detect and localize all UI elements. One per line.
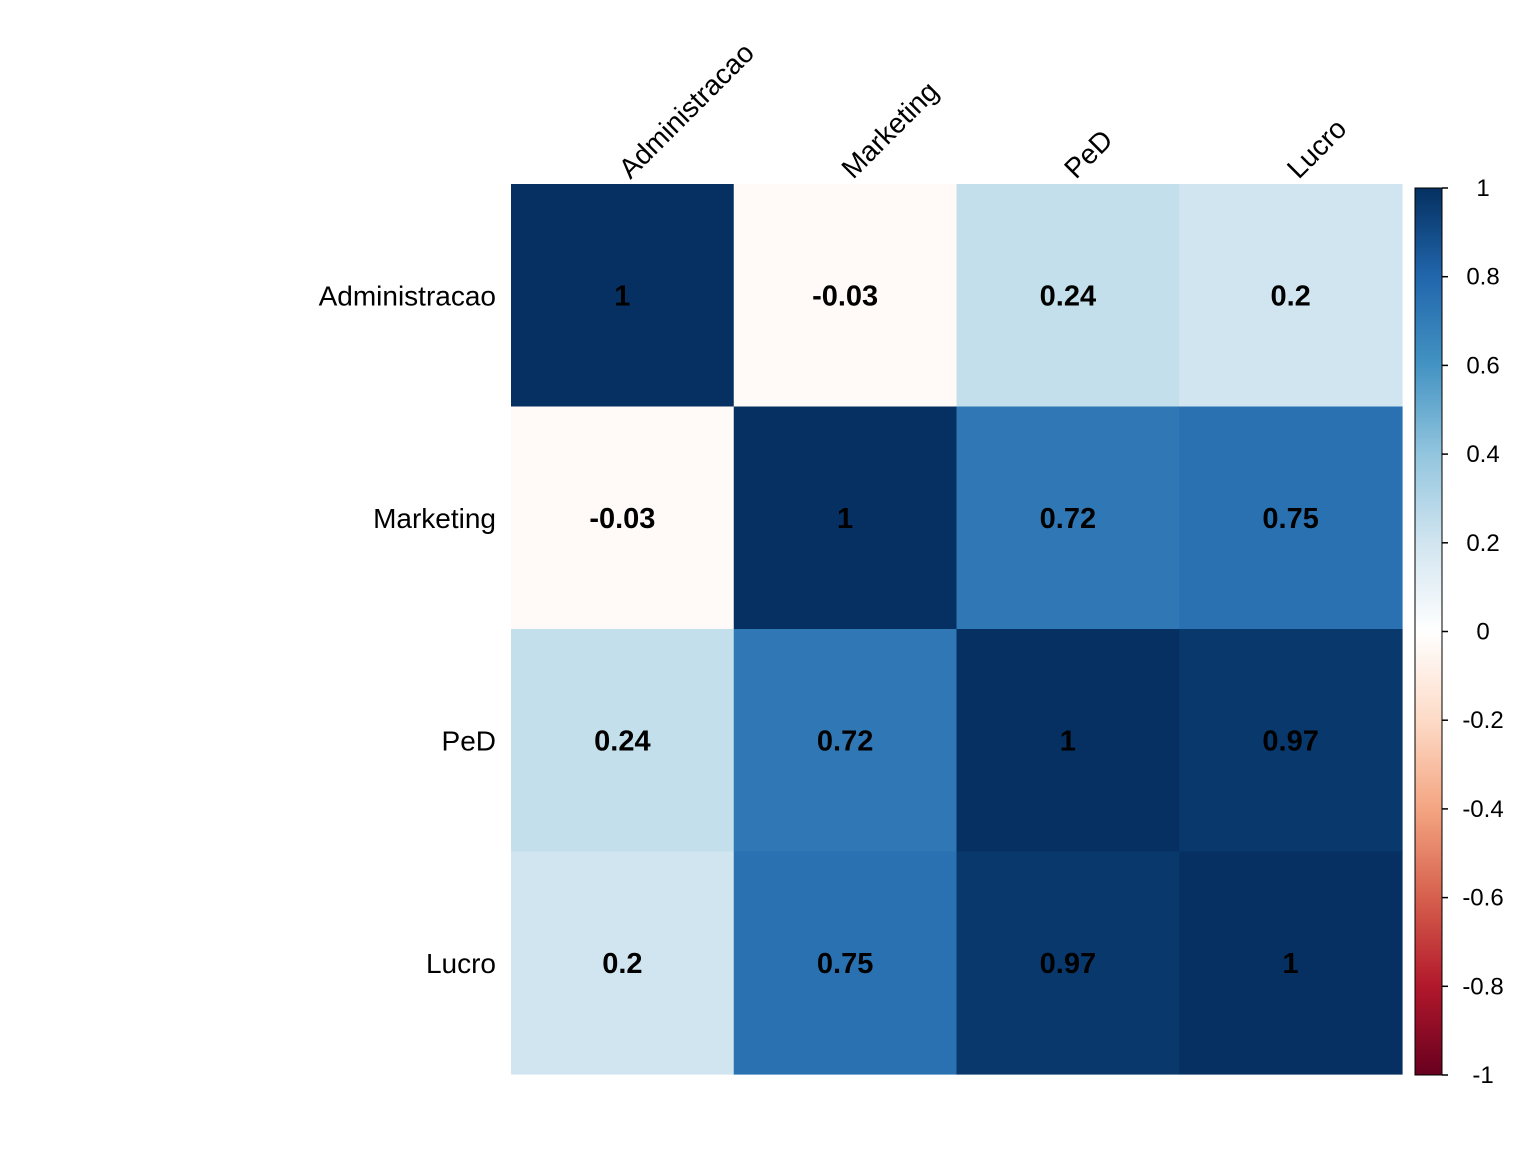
colorbar-tick-label: 0.2 — [1466, 530, 1499, 557]
heatmap-cell-administracao-lucro — [1179, 184, 1403, 408]
cell-value-label: 0.72 — [817, 725, 873, 757]
colorbar-tick-label: 0 — [1476, 619, 1489, 646]
heatmap-cell-lucro-administracao — [511, 851, 735, 1075]
column-label-marketing: Marketing — [835, 75, 944, 184]
cell-value-label: 0.75 — [817, 948, 873, 980]
heatmap-cell-ped-lucro — [1179, 629, 1403, 853]
heatmap-cell-marketing-marketing — [733, 406, 958, 630]
cell-value-label: 0.24 — [1040, 280, 1096, 312]
colorbar-tick-label: -0.4 — [1462, 796, 1503, 823]
heatmap-cell-ped-marketing — [733, 629, 958, 853]
cell-value-label: 0.24 — [594, 725, 650, 757]
colorbar-tick-label: -0.8 — [1462, 973, 1503, 1000]
cell-value-label: 0.2 — [602, 948, 642, 980]
colorbar-tick-label: 0.8 — [1466, 264, 1499, 291]
heatmap-cell-lucro-lucro — [1179, 851, 1403, 1075]
cell-value-label: 0.97 — [1262, 725, 1318, 757]
column-label-lucro: Lucro — [1281, 113, 1352, 184]
cell-value-label: 0.75 — [1262, 503, 1318, 535]
cell-value-label: 0.2 — [1270, 280, 1310, 312]
cell-value-label: 1 — [1060, 725, 1076, 757]
cell-value-label: 0.97 — [1040, 948, 1096, 980]
colorbar-tick-label: 1 — [1476, 175, 1489, 202]
heatmap-cell-ped-ped — [956, 629, 1180, 853]
heatmap-cell-administracao-marketing — [733, 184, 958, 408]
heatmap-cell-lucro-ped — [956, 851, 1180, 1075]
cell-value-label: -0.03 — [589, 503, 655, 535]
row-label-administracao: Administracao — [319, 280, 496, 311]
cell-value-label: 1 — [1283, 948, 1299, 980]
column-label-ped: PeD — [1058, 124, 1118, 184]
row-labels: Administracao Marketing PeD Lucro — [319, 280, 496, 979]
colorbar-tick-label: 0.4 — [1466, 441, 1499, 468]
heatmap-cell-ped-administracao — [511, 629, 735, 853]
colorbar-tick-label: -0.2 — [1462, 707, 1503, 734]
heatmap-cell-administracao-ped — [956, 184, 1180, 408]
cell-value-label: 0.72 — [1040, 503, 1096, 535]
row-label-lucro: Lucro — [426, 948, 496, 979]
heatmap-cell-administracao-administracao — [511, 184, 735, 408]
cell-value-label: -0.03 — [812, 280, 878, 312]
row-label-marketing: Marketing — [373, 503, 496, 534]
heatmap-cell-marketing-ped — [956, 406, 1180, 630]
cell-value-label: 1 — [837, 503, 853, 535]
heatmap-cell-labels: 1 -0.03 0.24 0.2 -0.03 1 0.72 0.75 0.24 0.72 1 0.97… — [589, 280, 1319, 980]
colorbar-gradient — [1414, 187, 1443, 1076]
colorbar-tick-label: -0.6 — [1462, 885, 1503, 912]
heatmap-cell-marketing-lucro — [1179, 406, 1403, 630]
colorbar-tick-label: -1 — [1472, 1062, 1493, 1089]
row-label-ped: PeD — [442, 725, 496, 756]
heatmap-cell-marketing-administracao — [511, 406, 735, 630]
colorbar: 1 0.8 0.6 0.4 0.2 0 -0.2 -0.4 -0.6 -0.8 -1 — [1414, 175, 1504, 1089]
heatmap-cells — [511, 184, 1403, 1075]
column-labels: Administracao Marketing PeD Lucro — [613, 37, 1353, 184]
colorbar-tick-label: 0.6 — [1466, 352, 1499, 379]
column-label-administracao: Administracao — [613, 37, 760, 184]
cell-value-label: 1 — [614, 280, 630, 312]
heatmap-cell-lucro-marketing — [733, 851, 958, 1075]
